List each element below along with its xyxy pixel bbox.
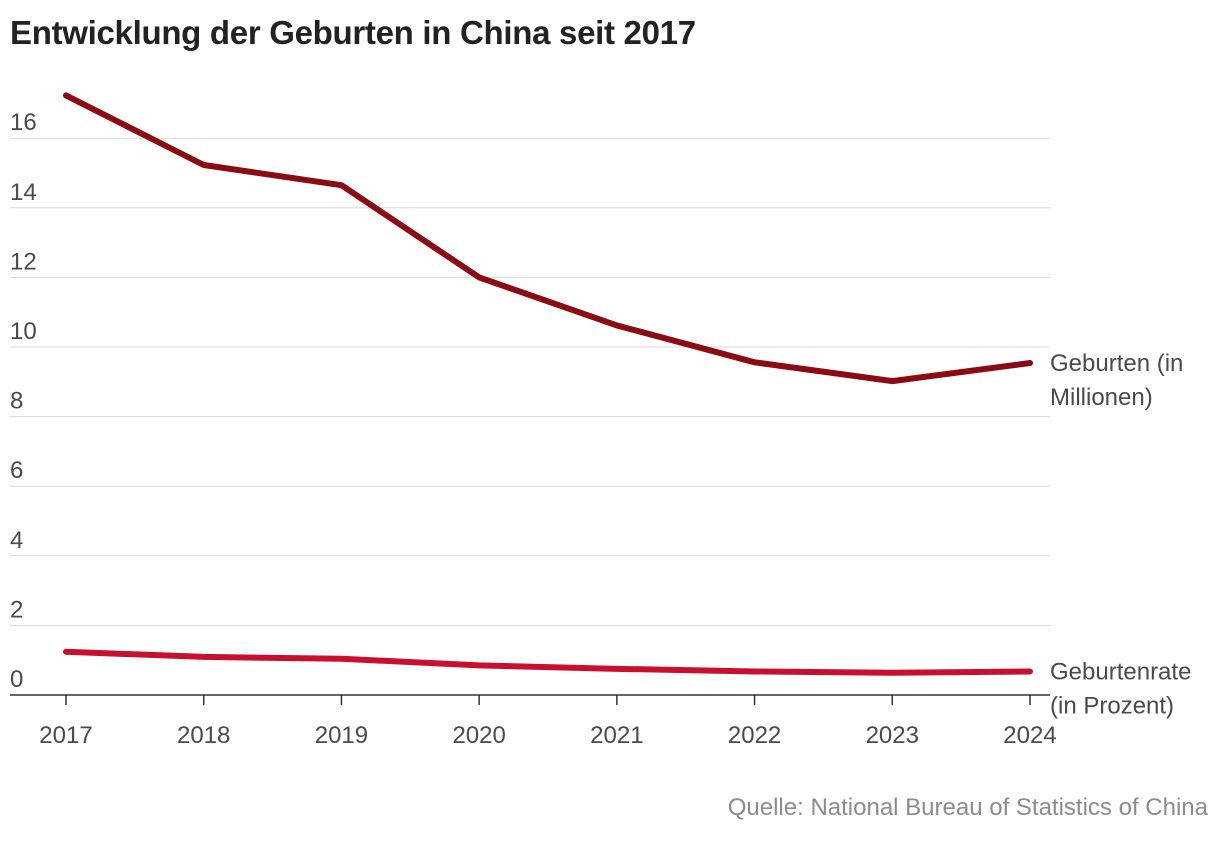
y-tick-label-10: 10 xyxy=(10,318,37,345)
data-point-geburtenrate-2018 xyxy=(203,656,205,658)
series-line-geburten xyxy=(63,92,1033,385)
source-note: Quelle: National Bureau of Statistics of… xyxy=(727,794,1208,821)
series-line-geburtenrate xyxy=(63,648,1033,676)
x-tick-label-2021: 2021 xyxy=(590,722,643,749)
data-point-geburtenrate-2021 xyxy=(616,668,618,670)
gridlines xyxy=(10,137,1050,626)
series-lines xyxy=(63,92,1033,676)
data-point-geburtenrate-2017 xyxy=(65,651,67,653)
y-tick-label-0: 0 xyxy=(10,666,23,693)
chart-title: Entwicklung der Geburten in China seit 2… xyxy=(10,14,696,51)
series-label-geburten: Geburten (in Millionen) xyxy=(1050,350,1183,411)
y-tick-label-4: 4 xyxy=(10,527,23,554)
x-tick-label-2019: 2019 xyxy=(315,722,368,749)
data-point-geburten-2022 xyxy=(754,361,756,363)
y-tick-label-16: 16 xyxy=(10,109,37,136)
y-tick-label-2: 2 xyxy=(10,596,23,623)
x-tick-label-2020: 2020 xyxy=(452,722,505,749)
data-point-geburtenrate-2024 xyxy=(1029,670,1031,672)
series-label-line: (in Prozent) xyxy=(1050,692,1174,719)
y-tick-label-14: 14 xyxy=(10,179,37,206)
y-tick-label-12: 12 xyxy=(10,248,37,275)
y-axis-tick-labels: 0 2 4 6 8 10 12 14 16 xyxy=(10,109,37,693)
y-tick-label-6: 6 xyxy=(10,457,23,484)
data-point-geburten-2023 xyxy=(891,380,893,382)
data-point-geburten-2017 xyxy=(65,94,67,96)
data-point-geburten-2021 xyxy=(616,324,618,326)
x-axis: 2017 2018 2019 2020 2021 2022 2023 2024 xyxy=(10,694,1057,749)
series-labels: Geburten (in Millionen) Geburtenrate (in Pr… xyxy=(1050,350,1191,719)
series-label-line: Millionen) xyxy=(1050,384,1153,411)
series-label-line: Geburtenrate xyxy=(1050,658,1191,685)
data-point-geburtenrate-2020 xyxy=(478,664,480,666)
data-point-geburtenrate-2022 xyxy=(754,670,756,672)
series-label-geburtenrate: Geburtenrate (in Prozent) xyxy=(1050,658,1191,719)
x-tick-label-2018: 2018 xyxy=(177,722,230,749)
x-tick-label-2024: 2024 xyxy=(1003,722,1056,749)
series-label-line: Geburten (in xyxy=(1050,350,1183,377)
data-point-geburtenrate-2023 xyxy=(891,672,893,674)
data-point-geburtenrate-2019 xyxy=(340,658,342,660)
x-tick-label-2022: 2022 xyxy=(728,722,781,749)
data-point-geburten-2024 xyxy=(1029,362,1031,364)
y-tick-label-8: 8 xyxy=(10,388,23,415)
data-point-geburten-2019 xyxy=(340,184,342,186)
x-tick-label-2017: 2017 xyxy=(39,722,92,749)
data-point-geburten-2018 xyxy=(203,164,205,166)
x-tick-label-2023: 2023 xyxy=(866,722,919,749)
data-point-geburten-2020 xyxy=(478,276,480,278)
